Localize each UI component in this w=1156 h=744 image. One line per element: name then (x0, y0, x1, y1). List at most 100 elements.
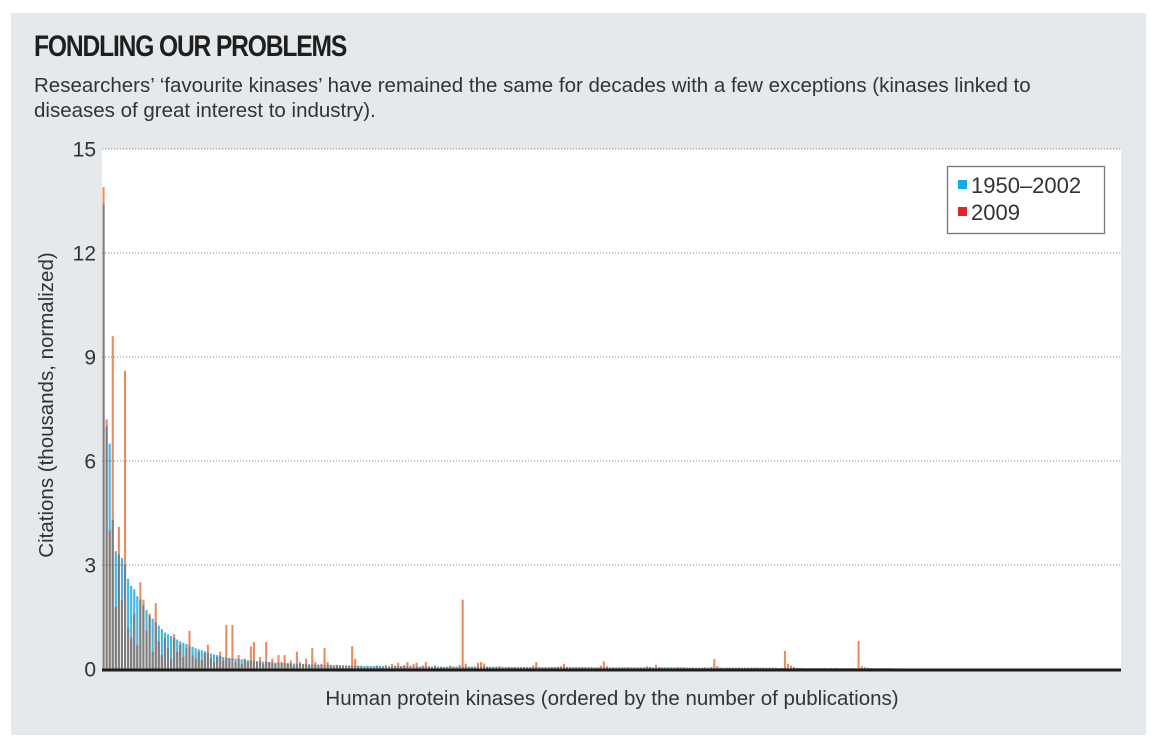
overlap-bar (599, 667, 602, 669)
overlap-bar (737, 667, 740, 669)
legend-swatch-1950-2002 (958, 180, 967, 189)
overlap-bar (464, 666, 467, 669)
overlap-bar (326, 664, 329, 669)
overlap-bar (492, 667, 495, 669)
overlap-bar (394, 666, 397, 669)
overlap-bar (498, 666, 501, 669)
series-2009-bar (415, 662, 418, 669)
overlap-bar (237, 658, 240, 669)
overlap-bar (547, 667, 550, 669)
overlap-bar (713, 667, 716, 669)
overlap-bar (130, 637, 133, 669)
overlap-bar (565, 667, 569, 669)
overlap-bar (206, 652, 209, 669)
series-2009-bar (866, 667, 869, 669)
series-1950-2002-bar (136, 596, 139, 669)
series-2009-bar (354, 658, 357, 669)
series-2009-bar (783, 650, 786, 669)
overlap-bar (348, 665, 351, 669)
overlap-bar (455, 667, 458, 669)
series-2009-bar (311, 648, 314, 669)
legend-label-1950-2002: 1950–2002 (971, 173, 1081, 198)
overlap-bar (123, 565, 127, 669)
overlap-bar (756, 667, 759, 669)
overlap-bar (516, 667, 519, 669)
series-2009-bar (483, 663, 486, 669)
overlap-bar (489, 667, 492, 669)
overlap-bar (507, 666, 510, 669)
overlap-bar (440, 666, 443, 669)
overlap-bar (743, 667, 747, 669)
overlap-bar (406, 666, 409, 669)
series-2009-bar (249, 646, 252, 669)
overlap-bar (731, 667, 734, 669)
series-1950-2002-bar (771, 667, 774, 669)
series-2009-bar (283, 655, 286, 669)
series-2009-bar (713, 658, 716, 669)
overlap-bar (621, 667, 624, 669)
overlap-bar (694, 667, 697, 669)
overlap-bar (550, 667, 553, 669)
overlap-bar (151, 651, 154, 669)
series-1950-2002-bar (547, 666, 550, 669)
overlap-bar (191, 655, 194, 669)
series-2009-bar (412, 663, 415, 669)
series-2009-bar (464, 663, 467, 669)
overlap-bar (341, 666, 344, 669)
series-2009-bar (602, 661, 605, 669)
overlap-bar (154, 622, 157, 669)
series-2009-bar (351, 646, 354, 669)
overlap-bar (228, 658, 231, 669)
overlap-bar (704, 667, 707, 669)
series-2009-bar (535, 662, 538, 669)
series-2009-bar (461, 599, 464, 669)
y-tick-label-15: 15 (73, 139, 96, 162)
overlap-bar (608, 667, 612, 669)
overlap-bar (682, 667, 685, 669)
overlap-bar (701, 667, 704, 669)
legend-label-2009: 2009 (971, 200, 1020, 225)
overlap-bar (593, 667, 596, 669)
overlap-bar (255, 662, 259, 669)
overlap-bar (661, 667, 664, 669)
overlap-bar (363, 667, 366, 669)
overlap-bar (486, 666, 489, 669)
overlap-bar (433, 666, 437, 669)
overlap-bar (532, 666, 535, 669)
overlap-bar (673, 667, 676, 669)
overlap-bar (578, 667, 581, 669)
series-1950-2002-bar (182, 642, 185, 669)
overlap-bar (314, 664, 317, 669)
x-axis-label: Human protein kinases (ordered by the nu… (325, 687, 898, 710)
overlap-bar (670, 667, 673, 669)
overlap-bar (249, 660, 252, 669)
overlap-bar (246, 662, 249, 669)
series-2009-bar (323, 648, 326, 669)
overlap-bar (556, 666, 559, 669)
series-2009-bar (397, 662, 400, 669)
overlap-bar (630, 667, 633, 669)
overlap-bar (136, 644, 139, 669)
overlap-bar (295, 663, 298, 669)
series-2009-bar (480, 662, 483, 669)
overlap-bar (139, 599, 142, 669)
overlap-bar (212, 662, 216, 669)
y-tick-label-3: 3 (84, 555, 96, 578)
overlap-bar (329, 665, 332, 669)
overlap-bar (691, 667, 694, 669)
overlap-bar (796, 667, 799, 669)
overlap-bar (157, 641, 160, 669)
overlap-bar (173, 637, 176, 669)
y-tick-label-9: 9 (84, 347, 96, 370)
overlap-bar (535, 666, 538, 669)
overlap-bar (427, 666, 430, 669)
overlap-bar (467, 667, 470, 669)
overlap-bar (120, 599, 124, 669)
overlap-bar (133, 613, 136, 669)
overlap-bar (483, 666, 486, 669)
overlap-bar (166, 648, 170, 669)
overlap-bar (519, 667, 523, 669)
y-tick-label-0: 0 (84, 659, 96, 682)
overlap-bar (624, 667, 627, 669)
overlap-bar (430, 667, 433, 669)
